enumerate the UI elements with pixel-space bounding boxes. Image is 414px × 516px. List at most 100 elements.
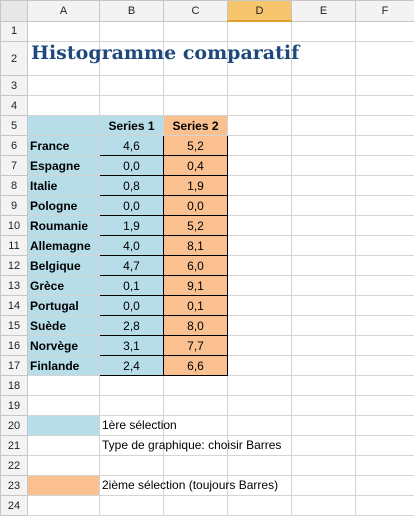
cell[interactable] xyxy=(292,176,356,196)
cell[interactable] xyxy=(228,96,292,116)
country-label[interactable]: Grèce xyxy=(28,276,100,296)
series1-value[interactable]: 0,0 xyxy=(100,196,164,216)
series1-value[interactable]: 4,0 xyxy=(100,236,164,256)
column-header-c[interactable]: C xyxy=(164,1,228,22)
cell[interactable] xyxy=(100,21,164,42)
cell[interactable] xyxy=(164,496,228,516)
cell[interactable] xyxy=(292,336,356,356)
cell[interactable] xyxy=(228,276,292,296)
country-label[interactable]: Italie xyxy=(28,176,100,196)
series1-value[interactable]: 0,0 xyxy=(100,156,164,176)
row-header[interactable]: 6 xyxy=(1,136,28,156)
row-header[interactable]: 1 xyxy=(1,21,28,42)
cell[interactable] xyxy=(292,356,356,376)
row-header[interactable]: 13 xyxy=(1,276,28,296)
cell[interactable] xyxy=(292,316,356,336)
row-header[interactable]: 14 xyxy=(1,296,28,316)
cell[interactable] xyxy=(228,21,292,42)
cell[interactable] xyxy=(28,116,100,136)
cell[interactable] xyxy=(228,236,292,256)
series1-value[interactable]: 2,4 xyxy=(100,356,164,376)
series2-value[interactable]: 9,1 xyxy=(164,276,228,296)
column-header-e[interactable]: E xyxy=(292,1,356,22)
cell[interactable]: Histogramme comparatif xyxy=(28,42,100,76)
cell[interactable] xyxy=(228,456,292,476)
row-header[interactable]: 5 xyxy=(1,116,28,136)
row-header[interactable]: 24 xyxy=(1,496,28,516)
cell[interactable] xyxy=(292,376,356,396)
series1-value[interactable]: 4,7 xyxy=(100,256,164,276)
country-label[interactable]: Espagne xyxy=(28,156,100,176)
cell[interactable] xyxy=(356,156,414,176)
cell[interactable]: Type de graphique: choisir Barres xyxy=(100,436,164,456)
series1-header[interactable]: Series 1 xyxy=(100,116,164,136)
cell[interactable] xyxy=(292,136,356,156)
series2-value[interactable]: 8,1 xyxy=(164,236,228,256)
cell[interactable] xyxy=(164,436,228,456)
cell[interactable] xyxy=(292,236,356,256)
cell[interactable] xyxy=(100,496,164,516)
cell[interactable] xyxy=(228,116,292,136)
cell[interactable] xyxy=(228,216,292,236)
series1-value[interactable]: 4,6 xyxy=(100,136,164,156)
series1-legend-swatch[interactable] xyxy=(28,416,100,436)
cell[interactable] xyxy=(228,436,292,456)
row-header[interactable]: 4 xyxy=(1,96,28,116)
row-header[interactable]: 11 xyxy=(1,236,28,256)
cell[interactable] xyxy=(28,496,100,516)
cell[interactable] xyxy=(28,456,100,476)
cell[interactable] xyxy=(228,136,292,156)
cell[interactable] xyxy=(228,396,292,416)
cell[interactable] xyxy=(356,42,414,76)
cell[interactable] xyxy=(228,42,292,76)
cell[interactable]: 1ère sélection xyxy=(100,416,164,436)
cell[interactable] xyxy=(28,76,100,96)
cell[interactable] xyxy=(228,416,292,436)
cell[interactable] xyxy=(228,76,292,96)
cell[interactable] xyxy=(292,256,356,276)
cell[interactable] xyxy=(164,376,228,396)
cell[interactable] xyxy=(100,376,164,396)
series1-value[interactable]: 0,0 xyxy=(100,296,164,316)
cell[interactable] xyxy=(292,456,356,476)
cell[interactable] xyxy=(292,396,356,416)
series2-value[interactable]: 0,1 xyxy=(164,296,228,316)
series1-value[interactable]: 2,8 xyxy=(100,316,164,336)
country-label[interactable]: Pologne xyxy=(28,196,100,216)
cell[interactable] xyxy=(356,456,414,476)
cell[interactable] xyxy=(228,176,292,196)
row-header[interactable]: 7 xyxy=(1,156,28,176)
cell[interactable] xyxy=(164,42,228,76)
country-label[interactable]: Roumanie xyxy=(28,216,100,236)
row-header[interactable]: 3 xyxy=(1,76,28,96)
series2-value[interactable]: 5,2 xyxy=(164,136,228,156)
row-header[interactable]: 15 xyxy=(1,316,28,336)
cell[interactable] xyxy=(356,376,414,396)
cell[interactable] xyxy=(356,96,414,116)
cell[interactable] xyxy=(228,316,292,336)
cell[interactable] xyxy=(28,436,100,456)
cell[interactable] xyxy=(292,156,356,176)
cell[interactable] xyxy=(100,96,164,116)
cell[interactable] xyxy=(292,116,356,136)
series2-value[interactable]: 0,4 xyxy=(164,156,228,176)
cell[interactable] xyxy=(356,476,414,496)
column-header-f[interactable]: F xyxy=(356,1,414,22)
country-label[interactable]: Belgique xyxy=(28,256,100,276)
cell[interactable] xyxy=(356,116,414,136)
cell[interactable] xyxy=(292,76,356,96)
cell[interactable] xyxy=(356,416,414,436)
cell[interactable] xyxy=(164,476,228,496)
cell[interactable] xyxy=(28,21,100,42)
cell[interactable] xyxy=(356,296,414,316)
cell[interactable] xyxy=(100,76,164,96)
row-header[interactable]: 8 xyxy=(1,176,28,196)
cell[interactable] xyxy=(356,436,414,456)
cell[interactable] xyxy=(228,296,292,316)
cell[interactable] xyxy=(292,436,356,456)
series2-header[interactable]: Series 2 xyxy=(164,116,228,136)
series2-value[interactable]: 5,2 xyxy=(164,216,228,236)
country-label[interactable]: Norvège xyxy=(28,336,100,356)
series2-value[interactable]: 8,0 xyxy=(164,316,228,336)
cell[interactable] xyxy=(356,336,414,356)
